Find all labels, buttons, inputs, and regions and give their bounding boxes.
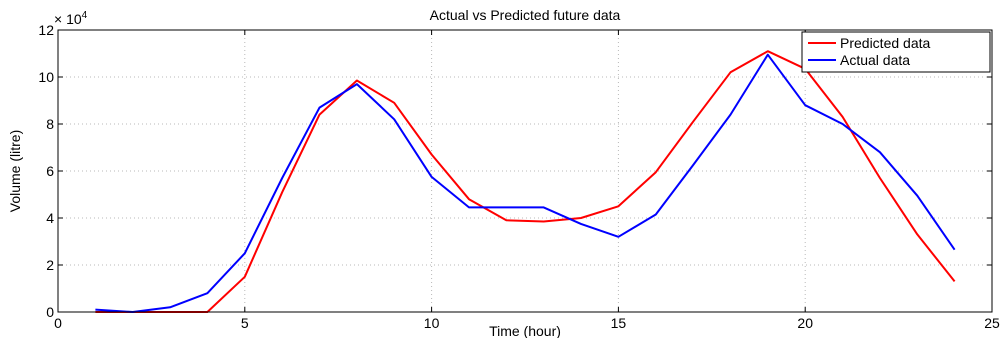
x-tick-label: 5 [241, 315, 249, 331]
series-line-actual [95, 53, 956, 313]
series-lines [95, 50, 956, 313]
y-axis-label: Volume (litre) [7, 130, 23, 212]
x-tick-label: 0 [54, 315, 62, 331]
x-tick-label: 10 [424, 315, 440, 331]
series-line-predicted [95, 50, 956, 313]
x-tick-label: 25 [984, 315, 1000, 331]
chart-title: Actual vs Predicted future data [430, 7, 621, 23]
legend-label: Actual data [840, 52, 910, 68]
y-multiplier-exponent: 4 [82, 10, 88, 21]
y-axis-multiplier: × 104 [54, 10, 88, 27]
y-tick-label: 0 [46, 304, 54, 320]
y-tick-label: 10 [38, 69, 54, 85]
legend-box [801, 31, 991, 73]
legend-label: Predicted data [840, 35, 930, 51]
y-tick-label: 8 [46, 116, 54, 132]
x-tick-label: 20 [797, 315, 813, 331]
y-tick-label: 4 [46, 210, 54, 226]
axis-ticks: 0 5 10 15 20 25 0 2 4 6 8 10 12 [38, 22, 1000, 331]
y-tick-label: 12 [38, 22, 54, 38]
x-tick-label: 15 [611, 315, 627, 331]
x-axis-label: Time (hour) [489, 323, 561, 338]
y-multiplier-base: × 10 [54, 11, 82, 27]
y-tick-label: 2 [46, 257, 54, 273]
y-tick-label: 6 [46, 163, 54, 179]
